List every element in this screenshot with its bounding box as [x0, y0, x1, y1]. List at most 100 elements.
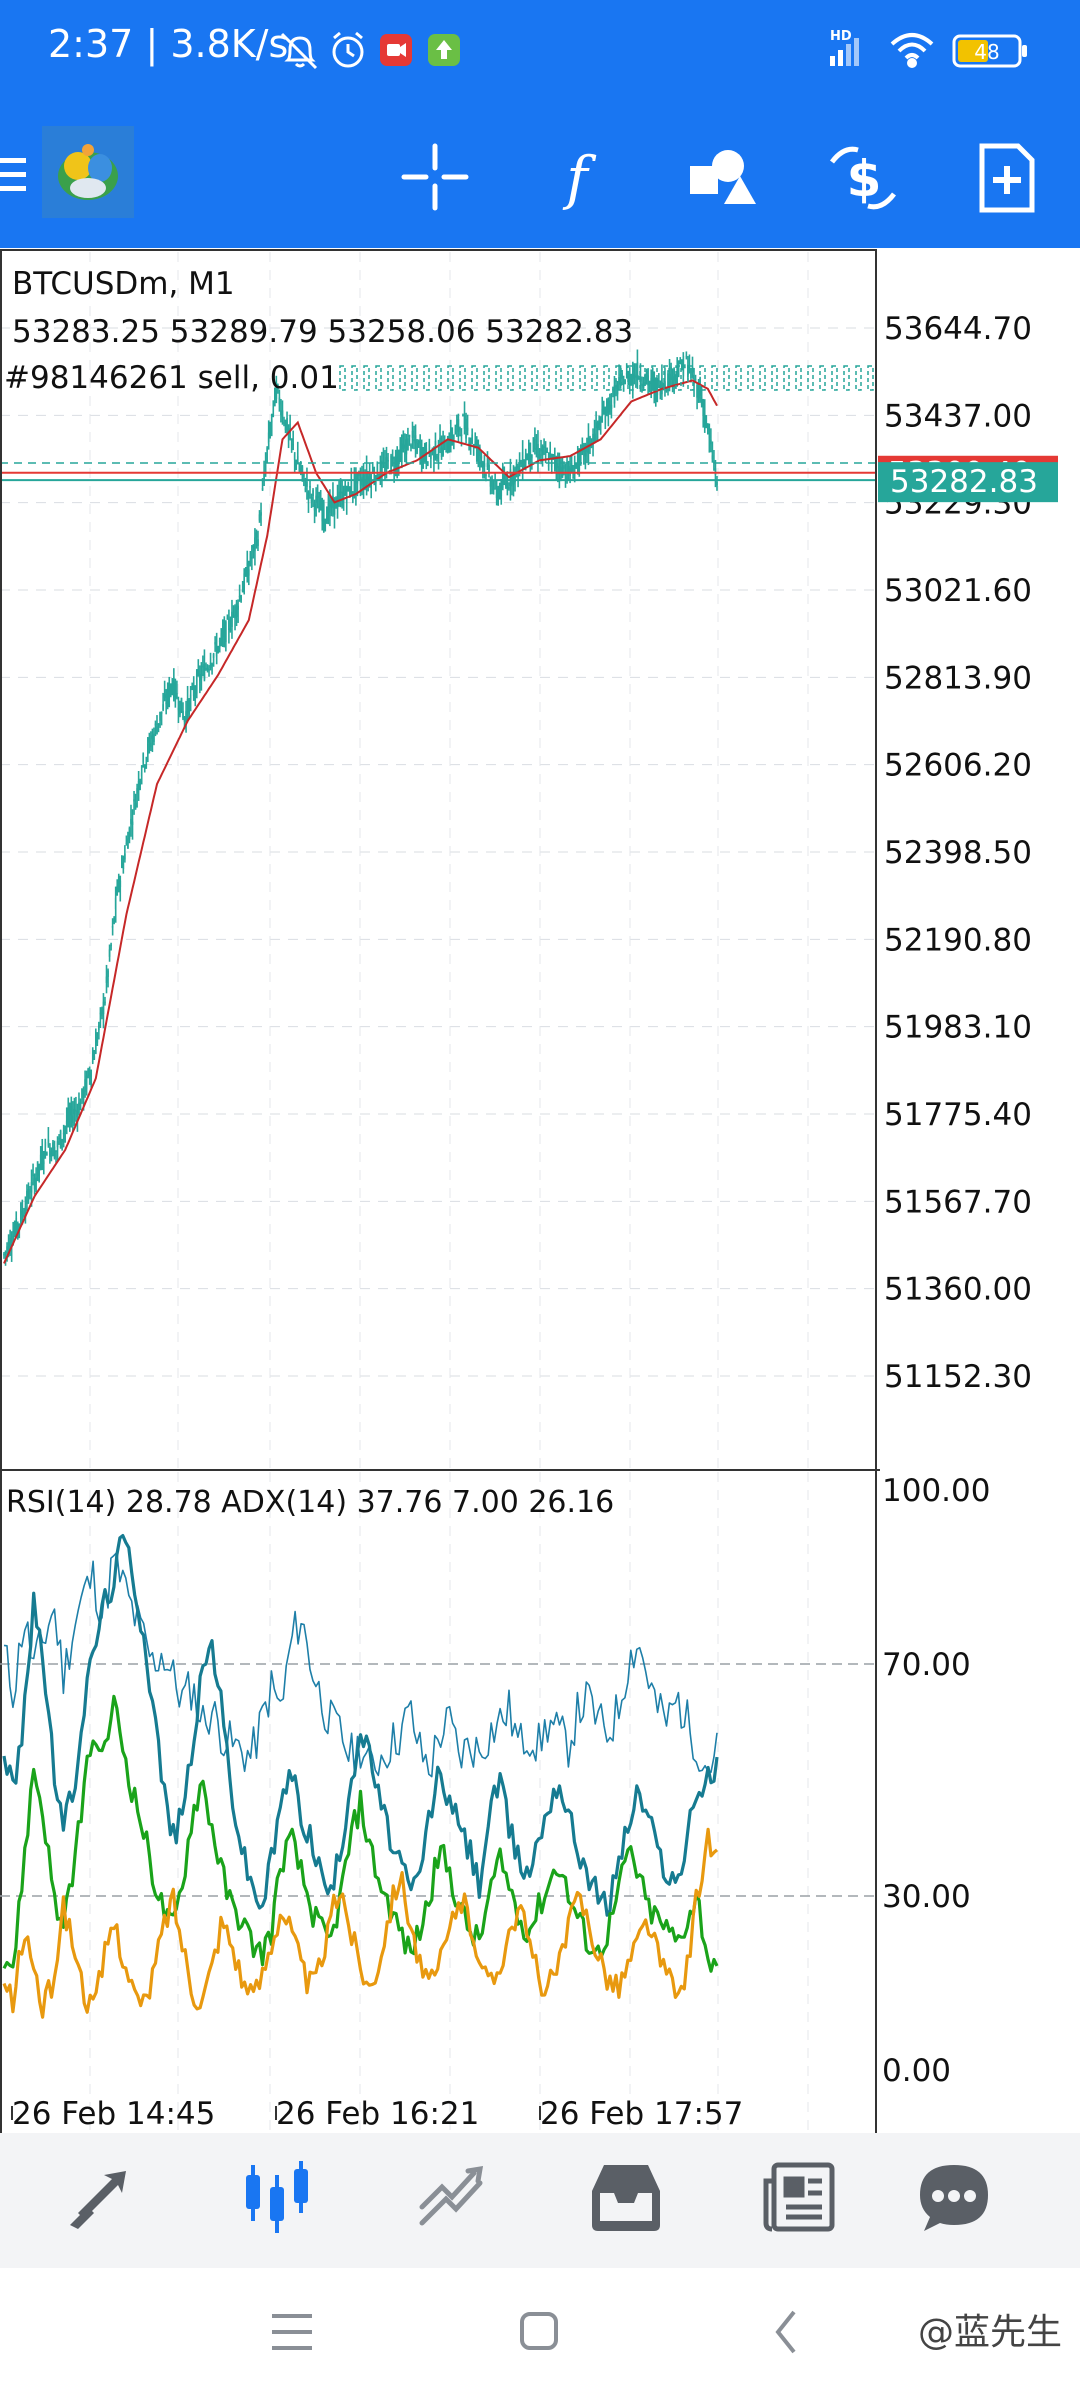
order-dash-marker [711, 365, 718, 391]
news-icon[interactable] [763, 2162, 835, 2232]
candle-body [85, 1075, 88, 1090]
candle-body [463, 415, 466, 429]
wifi-icon [890, 33, 934, 68]
candle-body [708, 435, 711, 439]
chart-area[interactable]: BTCUSDm, M1 53283.25 53289.79 53258.06 5… [0, 248, 1080, 2138]
recent-apps-icon[interactable] [272, 2314, 312, 2350]
candle-body [38, 1164, 40, 1168]
order-dash-marker [819, 365, 826, 391]
candle-body [677, 374, 680, 377]
candle-body [650, 377, 652, 387]
candle-body [23, 1214, 25, 1217]
candle-body [598, 419, 600, 426]
quotes-icon[interactable] [70, 2171, 126, 2229]
candle-body [246, 562, 249, 582]
candle-body [44, 1142, 47, 1147]
signal-icon [830, 38, 859, 66]
candle-body [572, 477, 574, 479]
candle-body [185, 711, 187, 723]
candle-body [318, 506, 320, 513]
candle-body [648, 382, 651, 384]
candle-body [70, 1105, 73, 1116]
candle-body [255, 532, 258, 538]
candle-body [445, 451, 447, 453]
candle-body [76, 1110, 79, 1118]
crosshair-icon[interactable] [390, 132, 480, 222]
alarm-icon [332, 31, 364, 68]
candle-body [335, 497, 337, 509]
candle-body [108, 949, 111, 957]
candle-body [84, 1079, 86, 1092]
candle-body [202, 665, 204, 668]
candle-body [664, 381, 666, 388]
order-dash-marker [807, 365, 814, 391]
chart-icon[interactable] [246, 2161, 308, 2233]
candle-body [321, 509, 324, 522]
candle-body [121, 863, 123, 868]
candle-body [157, 723, 160, 726]
candle-body [477, 451, 480, 454]
candle-body [87, 1069, 89, 1076]
candle-body [680, 365, 683, 370]
candle-body [18, 1224, 21, 1227]
candle-body [293, 453, 296, 460]
candle-body [125, 842, 128, 845]
status-icons [280, 31, 460, 70]
menu-icon[interactable] [0, 146, 30, 206]
order-dash-markers [339, 365, 874, 391]
candle-body [56, 1141, 59, 1148]
order-dash-marker [483, 365, 490, 391]
chat-icon[interactable] [920, 2165, 988, 2231]
price-axis: 53644.7053437.0053229.3053021.6052813.90… [884, 311, 1032, 1395]
candle-body [381, 460, 383, 477]
time-axis: 26 Feb 14:45 26 Feb 16:21 26 Feb 17:57 [11, 2096, 743, 2132]
candle-body [134, 802, 137, 809]
candle-body [449, 430, 452, 446]
candle-body [506, 480, 509, 491]
candle-body [521, 452, 524, 473]
price-axis-label: 52190.80 [884, 922, 1032, 958]
trade-icon[interactable]: $ [818, 132, 908, 222]
candle-body [483, 463, 486, 467]
home-icon[interactable] [520, 2312, 558, 2350]
candle-body [641, 383, 643, 387]
ohlc-values: 53283.25 53289.79 53258.06 53282.83 [12, 314, 633, 350]
candle-body [699, 387, 701, 396]
candle-body [638, 377, 640, 380]
candle-body [124, 853, 126, 860]
candle-body [306, 481, 308, 487]
app-logo-icon[interactable] [42, 126, 134, 218]
chart-canvas[interactable]: BTCUSDm, M1 53283.25 53289.79 53258.06 5… [0, 248, 1080, 2138]
new-order-icon[interactable] [960, 132, 1050, 222]
candle-body [535, 448, 538, 450]
price-axis-label: 53021.60 [884, 573, 1032, 609]
candle-body [284, 419, 287, 430]
candle-body [696, 385, 698, 398]
candle-body [523, 466, 525, 468]
candle-body [569, 467, 571, 476]
candle-body [612, 388, 614, 391]
history-icon[interactable] [592, 2165, 660, 2231]
candle-body [656, 378, 659, 395]
candle-body [512, 472, 515, 485]
candle-body [347, 482, 350, 485]
candle-body [459, 428, 461, 430]
candle-body [166, 688, 169, 698]
candle-body [30, 1182, 33, 1193]
objects-icon[interactable] [676, 132, 766, 222]
candle-body [471, 434, 473, 442]
order-dash-marker [771, 365, 778, 391]
candle-body [584, 444, 587, 457]
candle-body [163, 694, 166, 698]
candle-body [42, 1161, 45, 1165]
indicators-icon[interactable]: f [532, 132, 622, 222]
candle-body [67, 1110, 70, 1122]
candle-body [329, 499, 331, 513]
candle-body [534, 439, 536, 450]
back-icon[interactable] [775, 2310, 796, 2354]
trade-icon[interactable] [419, 2165, 484, 2226]
candle-body [555, 457, 558, 469]
candle-body [267, 432, 270, 444]
candle-body [168, 685, 171, 699]
candle-body [26, 1190, 28, 1205]
